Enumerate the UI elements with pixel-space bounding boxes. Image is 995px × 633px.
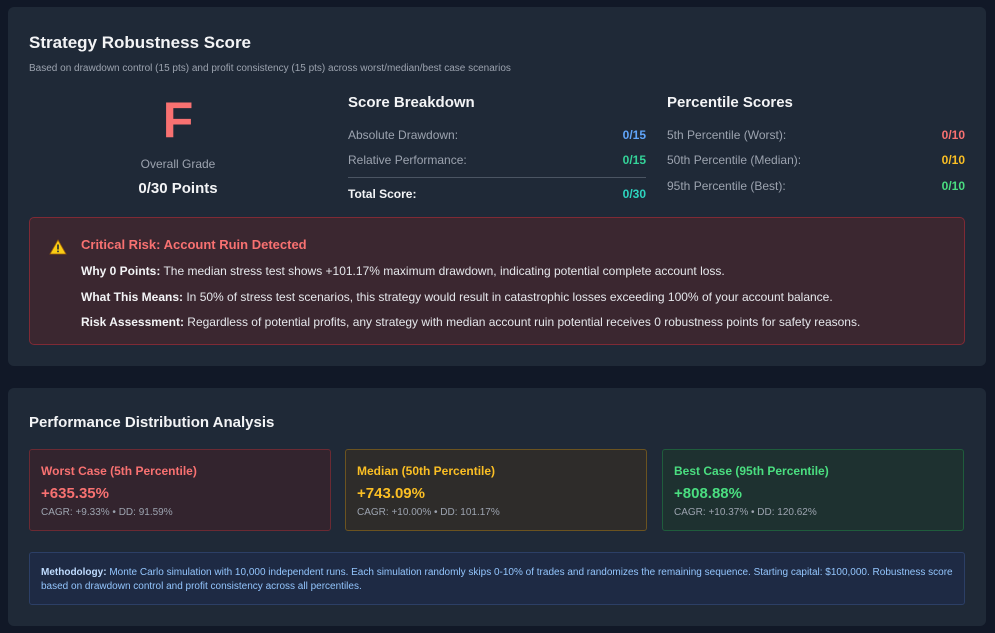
total-score-value: 0/30 — [622, 187, 646, 201]
percentile-value: 0/10 — [941, 128, 965, 142]
median-case-box: Median (50th Percentile) +743.09% CAGR: … — [345, 449, 647, 531]
alert-line-label: Why 0 Points: — [81, 264, 161, 278]
distribution-title: Performance Distribution Analysis — [29, 414, 275, 431]
critical-risk-alert: Critical Risk: Account Ruin Detected Why… — [29, 217, 965, 345]
percentile-scores-title: Percentile Scores — [667, 94, 793, 111]
distribution-card: Performance Distribution Analysis Worst … — [8, 388, 986, 626]
alert-line-text: The median stress test shows +101.17% ma… — [160, 264, 725, 278]
alert-line-assessment: Risk Assessment: Regardless of potential… — [81, 315, 860, 329]
alert-title: Critical Risk: Account Ruin Detected — [81, 237, 307, 252]
score-breakdown-title: Score Breakdown — [348, 94, 475, 111]
robustness-title: Strategy Robustness Score — [29, 33, 252, 52]
methodology-label: Methodology: — [41, 567, 107, 578]
breakdown-row-absolute-drawdown: Absolute Drawdown: 0/15 — [348, 128, 646, 142]
alert-line-label: Risk Assessment: — [81, 315, 184, 329]
percentile-value: 0/10 — [941, 153, 965, 167]
case-meta: CAGR: +9.33% • DD: 91.59% — [41, 507, 173, 518]
methodology-text: Monte Carlo simulation with 10,000 indep… — [41, 567, 953, 592]
case-value: +743.09% — [357, 485, 425, 502]
case-meta: CAGR: +10.00% • DD: 101.17% — [357, 507, 500, 518]
breakdown-row-total: Total Score: 0/30 — [348, 187, 646, 201]
percentile-label: 50th Percentile (Median): — [667, 153, 802, 167]
case-value: +808.88% — [674, 485, 742, 502]
grade-label: Overall Grade — [140, 157, 216, 171]
alert-line-label: What This Means: — [81, 290, 184, 304]
grade-letter: F — [162, 92, 194, 148]
case-title: Worst Case (5th Percentile) — [41, 464, 197, 478]
percentile-row-median: 50th Percentile (Median): 0/10 — [667, 153, 965, 167]
case-value: +635.35% — [41, 485, 109, 502]
breakdown-row-relative-performance: Relative Performance: 0/15 — [348, 153, 646, 167]
robustness-card: Strategy Robustness Score Based on drawd… — [8, 7, 986, 366]
grade-points: 0/30 Points — [138, 180, 218, 197]
percentile-row-best: 95th Percentile (Best): 0/10 — [667, 179, 965, 193]
breakdown-divider — [348, 177, 646, 178]
breakdown-value: 0/15 — [622, 153, 646, 167]
breakdown-label: Absolute Drawdown: — [348, 128, 459, 142]
best-case-box: Best Case (95th Percentile) +808.88% CAG… — [662, 449, 964, 531]
percentile-value: 0/10 — [941, 179, 965, 193]
case-title: Best Case (95th Percentile) — [674, 464, 829, 478]
percentile-label: 5th Percentile (Worst): — [667, 128, 787, 142]
grade-section: F Overall Grade 0/30 Points — [98, 95, 258, 197]
case-meta: CAGR: +10.37% • DD: 120.62% — [674, 507, 817, 518]
robustness-subtitle: Based on drawdown control (15 pts) and p… — [29, 63, 511, 74]
alert-line-text: In 50% of stress test scenarios, this st… — [183, 290, 833, 304]
methodology-note: Methodology: Monte Carlo simulation with… — [29, 552, 965, 605]
alert-line-text: Regardless of potential profits, any str… — [183, 315, 861, 329]
percentile-row-worst: 5th Percentile (Worst): 0/10 — [667, 128, 965, 142]
alert-line-meaning: What This Means: In 50% of stress test s… — [81, 290, 833, 304]
breakdown-value: 0/15 — [622, 128, 646, 142]
alert-line-why: Why 0 Points: The median stress test sho… — [81, 264, 725, 278]
warning-triangle-icon — [49, 239, 67, 255]
worst-case-box: Worst Case (5th Percentile) +635.35% CAG… — [29, 449, 331, 531]
percentile-label: 95th Percentile (Best): — [667, 179, 786, 193]
case-title: Median (50th Percentile) — [357, 464, 496, 478]
total-score-label: Total Score: — [348, 187, 417, 201]
breakdown-label: Relative Performance: — [348, 153, 467, 167]
